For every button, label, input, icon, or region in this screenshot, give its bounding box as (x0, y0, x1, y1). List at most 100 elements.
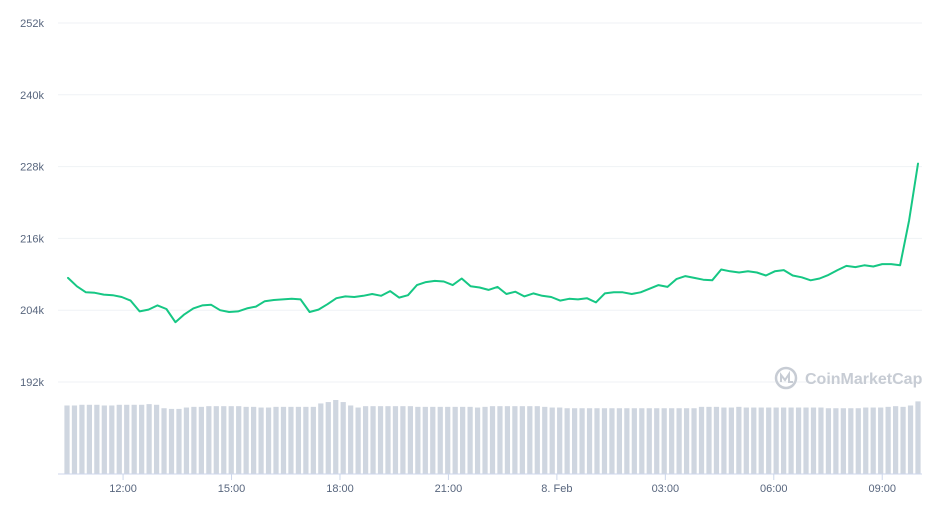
volume-bar (773, 407, 779, 474)
volume-bar (878, 407, 884, 474)
volume-bar (721, 407, 727, 474)
volume-bar (101, 405, 107, 474)
volume-bar (497, 406, 503, 474)
volume-bar (825, 408, 832, 474)
volume-bar (340, 402, 346, 474)
x-tick-label: 03:00 (652, 483, 680, 495)
coinmarketcap-watermark: CoinMarketCap (774, 366, 923, 390)
volume-bar (631, 408, 637, 474)
volume-bar (698, 406, 705, 474)
volume-bar (221, 406, 227, 474)
volume-bar (243, 406, 249, 474)
volume-bar (691, 408, 697, 474)
volume-bar (758, 407, 764, 474)
volume-bar (273, 406, 279, 474)
volume-bar (280, 406, 287, 474)
price-line (67, 162, 919, 324)
volume-bar (198, 406, 204, 474)
volume-bar (683, 408, 690, 474)
volume-bar (907, 405, 914, 474)
x-tick-label: 09:00 (868, 483, 896, 495)
volume-bar (646, 408, 652, 474)
volume-bar (594, 408, 600, 474)
x-tick-label: 21:00 (435, 483, 463, 495)
volume-bar (265, 407, 272, 474)
volume-bar (109, 405, 115, 474)
volume-bar (534, 406, 540, 474)
volume-bar (370, 406, 376, 474)
volume-bar (885, 406, 891, 474)
volume-bar (64, 405, 70, 474)
volume-bar (743, 407, 749, 474)
volume-bar (855, 408, 861, 474)
volume-bar (415, 406, 421, 474)
volume-bar (795, 407, 802, 474)
volume-bar (549, 407, 555, 474)
volume-bar (303, 406, 309, 474)
volume-bar (348, 405, 354, 474)
y-tick-label: 228k (20, 162, 44, 174)
volume-bar (519, 406, 525, 474)
volume-bar (810, 407, 817, 474)
volume-bar (504, 406, 511, 474)
volume-bar (445, 406, 451, 474)
volume-bar (542, 406, 548, 474)
volume-bar (474, 407, 481, 474)
volume-bar (870, 407, 876, 474)
volume-bar (706, 406, 712, 474)
volume-bar (781, 407, 787, 474)
volume-bar (900, 406, 906, 474)
volume-bar (333, 400, 339, 474)
volume-bar (601, 408, 608, 474)
volume-bar (586, 408, 593, 474)
volume-bar (669, 408, 675, 474)
x-tick-label: 18:00 (326, 483, 354, 495)
volume-bar (654, 408, 660, 474)
volume-bar (228, 406, 234, 474)
volume-bar (131, 404, 137, 474)
volume-bar (892, 406, 899, 474)
x-tick-label: 12:00 (109, 483, 137, 495)
volume-bar (609, 408, 615, 474)
volume-bar (86, 404, 93, 474)
volume-bar (788, 407, 794, 474)
volume-bar (251, 406, 257, 474)
volume-bar (840, 408, 846, 474)
volume-bar (467, 406, 473, 474)
volume-bar (191, 406, 197, 474)
y-axis-labels: 192k 204k 216k 228k 240k 252k (20, 18, 44, 389)
volume-bar (512, 406, 518, 474)
y-tick-label: 240k (20, 90, 44, 102)
volume-bar (482, 406, 488, 474)
volume-bar (437, 406, 443, 474)
volume-bar (79, 404, 85, 474)
volume-bar (318, 403, 324, 474)
volume-bar (564, 408, 570, 474)
coinmarketcap-logo-icon (774, 366, 798, 390)
volume-bar (310, 406, 316, 474)
volume-bar (579, 408, 585, 474)
volume-bar (236, 406, 242, 474)
volume-bar (213, 406, 219, 474)
volume-bar (803, 407, 809, 474)
y-tick-label: 216k (20, 233, 44, 245)
volume-bar (176, 408, 182, 474)
volume-bar (833, 408, 839, 474)
y-tick-label: 204k (20, 305, 44, 317)
volume-bar (452, 406, 458, 474)
volume-bar (639, 408, 645, 474)
volume-bar (422, 406, 428, 474)
volume-bars (64, 400, 921, 474)
volume-bar (355, 407, 361, 474)
volume-bar (713, 406, 720, 474)
volume-bar (430, 406, 436, 474)
volume-bar (818, 407, 824, 474)
volume-bar (848, 408, 854, 474)
volume-bar (751, 407, 757, 474)
volume-bar (728, 407, 734, 474)
watermark-text: CoinMarketCap (805, 371, 923, 388)
x-tick-label: 15:00 (218, 483, 246, 495)
x-axis-labels: 12:00 15:00 18:00 21:00 8. Feb 03:00 06:00 09:0… (109, 474, 896, 495)
volume-bar (385, 406, 391, 474)
